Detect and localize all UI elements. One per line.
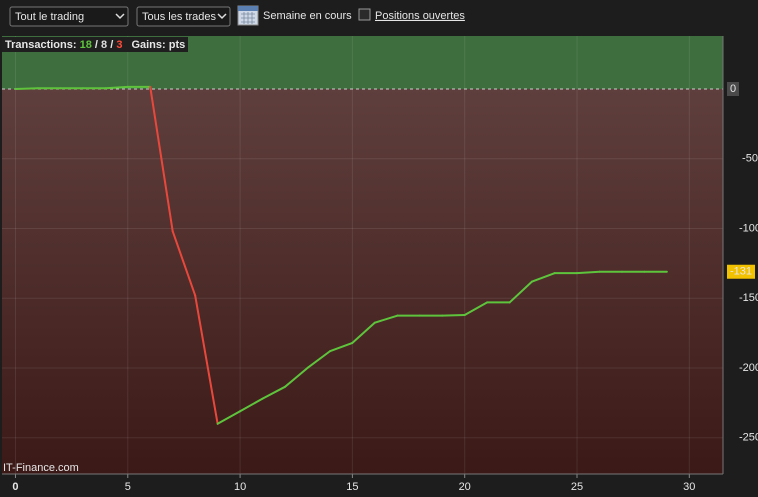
y-tick-label: -200 [739, 362, 758, 374]
y-tick-label: -250 [739, 432, 758, 444]
x-tick-label: 20 [459, 481, 471, 493]
header-part: / [107, 39, 116, 51]
line-segment [194, 294, 219, 425]
header-part: 18 [80, 39, 92, 51]
line-segment [441, 313, 466, 317]
y-tick-label: -100 [739, 222, 758, 234]
line-segment [216, 410, 242, 425]
zero-label-box [727, 82, 739, 97]
y-tick-label: -50 [742, 153, 758, 165]
calendar-button[interactable] [237, 5, 259, 26]
line-segment [239, 397, 264, 413]
header: Transactions: 18 / 8 / 3 Gains: pts [5, 39, 185, 51]
line-segment [261, 385, 287, 400]
line-segment [14, 87, 39, 91]
line-segment [508, 280, 534, 304]
line-segment [149, 85, 174, 233]
last-value-box [727, 264, 755, 279]
line-segment [351, 321, 376, 344]
line-segment [328, 341, 354, 353]
x-tick-label: 0 [12, 481, 18, 493]
header-part: 8 [101, 39, 107, 51]
last-value-label: -131 [730, 266, 752, 278]
open-positions-checkbox[interactable] [358, 8, 371, 21]
header-part: Gains: pts [131, 39, 185, 51]
header-part: / [92, 39, 101, 51]
header-part: 3 [116, 39, 122, 51]
line-segment [171, 230, 197, 297]
x-tick-label: 25 [571, 481, 583, 493]
line-segment [531, 272, 556, 283]
filter-text: Tout le trading [15, 11, 84, 23]
line-segment [306, 350, 331, 369]
filter-select[interactable]: Tout le trading [9, 6, 129, 27]
line-segment [373, 314, 399, 324]
header-part: Transactions: [5, 39, 77, 51]
header-box [2, 37, 188, 52]
period-label[interactable]: Semaine en cours [263, 10, 352, 22]
x-tick-label: 10 [234, 481, 246, 493]
x-tick-label: 30 [683, 481, 695, 493]
negative-zone [2, 89, 723, 474]
line-segment [576, 270, 601, 275]
x-tick-label: 5 [125, 481, 131, 493]
trades-select[interactable]: Tous les trades [136, 6, 231, 27]
open-positions-label[interactable]: Positions ouvertes [375, 10, 465, 22]
line-segment [284, 366, 309, 388]
y-tick-label: -150 [739, 292, 758, 304]
line-segment [104, 85, 129, 90]
line-segment [463, 301, 489, 316]
trades-text: Tous les trades [142, 11, 216, 23]
watermark: IT-Finance.com [3, 462, 79, 474]
y-tick-label: 0 [730, 83, 736, 95]
x-tick-label: 15 [346, 481, 358, 493]
